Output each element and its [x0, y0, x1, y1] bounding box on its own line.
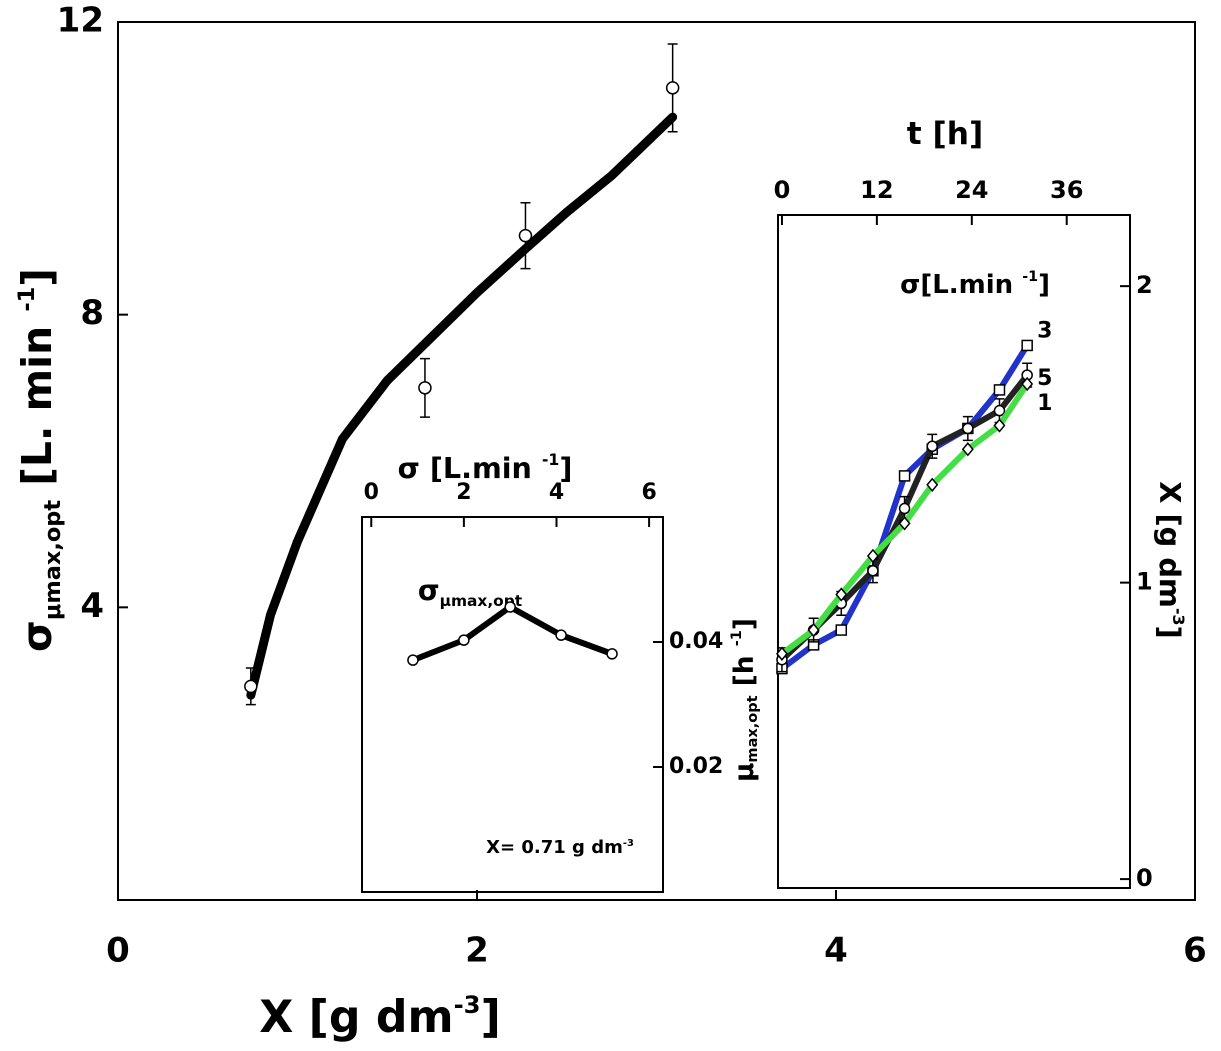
annotation: X= 0.71 g dm-3: [486, 837, 634, 858]
series-line: [411, 604, 614, 663]
label-part: t [h]: [907, 116, 983, 152]
x-tick-label: 0: [364, 480, 379, 505]
marker: [993, 418, 1006, 433]
label-part: -3: [1169, 608, 1188, 626]
label-part: -1: [14, 287, 40, 312]
y-tick-label: 8: [80, 293, 104, 333]
label-part: -3: [623, 838, 634, 849]
label-part: μmax,opt: [440, 592, 522, 610]
y-tick-label: 0.04: [669, 629, 723, 654]
label-part: -1: [729, 630, 745, 646]
y-tick-label: 0.02: [669, 754, 723, 779]
marker: [961, 442, 974, 457]
label-part: [L.min: [430, 451, 542, 485]
series-label: 3: [1037, 318, 1052, 343]
label-part: ]: [1153, 626, 1187, 639]
x-tick-label: 0: [774, 176, 791, 204]
marker: [775, 646, 788, 661]
marker: [867, 565, 879, 577]
label-part: σ: [900, 270, 920, 300]
y-tick-label: 12: [57, 1, 104, 41]
marker: [807, 622, 820, 638]
x-tick-label: 12: [860, 176, 893, 204]
label-part: [g dm: [309, 992, 454, 1043]
x-tick-label: 6: [641, 480, 656, 505]
marker: [898, 502, 911, 515]
label-part: X: [1153, 481, 1187, 513]
x-tick-label: 0: [106, 931, 130, 971]
series-label: 1: [1037, 391, 1052, 416]
marker: [835, 587, 848, 602]
label-part: ]: [729, 618, 760, 630]
marker: [898, 516, 911, 531]
marker: [458, 634, 470, 646]
legend-title: σ[L.min -1]: [900, 269, 1050, 300]
marker: [1021, 339, 1033, 352]
label-part: μmax,opt: [40, 500, 66, 621]
label-part: ]: [559, 451, 572, 485]
marker: [926, 477, 939, 492]
label-part: σ: [418, 574, 440, 607]
annotation: σμmax,opt: [418, 574, 522, 610]
label-part: [h: [729, 646, 760, 695]
label-part: [L. min: [13, 312, 61, 500]
plot-frame: [361, 516, 664, 893]
x-tick-label: 6: [1183, 931, 1207, 971]
marker: [898, 470, 911, 482]
marker: [606, 648, 618, 660]
marker: [504, 601, 516, 613]
y-axis-label: X [g dm-3]: [1153, 481, 1188, 638]
marker: [555, 629, 567, 641]
marker: [993, 384, 1006, 396]
label-part: -1: [1022, 269, 1038, 285]
x-tick-label: 36: [1050, 176, 1083, 204]
marker: [835, 624, 848, 636]
y-tick-label: 2: [1136, 271, 1153, 299]
marker: [926, 440, 938, 453]
x-tick-label: 4: [549, 480, 564, 505]
label-part: [g dm: [1153, 514, 1187, 608]
label-part: σ: [13, 620, 61, 652]
y-tick-label: 1: [1136, 568, 1153, 596]
series-label: 5: [1037, 366, 1052, 391]
x-tick-label: 2: [456, 480, 471, 505]
x-axis-label: σ [L.min -1]: [398, 450, 573, 485]
label-part: X= 0.71 g dm: [486, 837, 623, 858]
y-tick-label: 4: [80, 586, 104, 626]
marker: [518, 228, 533, 243]
label-part: max,opt: [745, 695, 761, 762]
marker: [244, 679, 258, 694]
x-tick-label: 2: [465, 931, 489, 971]
marker: [962, 422, 974, 435]
x-axis-label: t [h]: [907, 116, 983, 152]
label-part: [L.min: [920, 270, 1022, 300]
y-axis-label: σμmax,opt [L. min -1]: [13, 268, 66, 652]
label-part: ]: [481, 992, 501, 1043]
marker: [1021, 376, 1034, 392]
label-part: σ: [398, 451, 430, 485]
label-part: X: [259, 992, 308, 1043]
label-part: -3: [454, 990, 481, 1019]
label-part: ]: [1038, 270, 1050, 300]
label-part: -1: [542, 450, 559, 469]
marker: [418, 381, 432, 395]
x-axis-label: X [g dm-3]: [259, 990, 501, 1044]
x-tick-label: 4: [824, 931, 848, 971]
label-part: μ: [729, 763, 760, 782]
plot-frame: [117, 21, 1196, 901]
marker: [993, 404, 1006, 417]
plot-frame: [777, 214, 1131, 889]
marker: [866, 548, 879, 564]
marker: [407, 654, 419, 666]
y-tick-label: 0: [1136, 864, 1153, 892]
x-tick-label: 24: [955, 176, 988, 204]
fit-curve: [246, 112, 678, 700]
marker: [665, 81, 680, 95]
label-part: ]: [13, 268, 61, 287]
y-axis-label: μmax,opt [h -1]: [729, 618, 762, 782]
